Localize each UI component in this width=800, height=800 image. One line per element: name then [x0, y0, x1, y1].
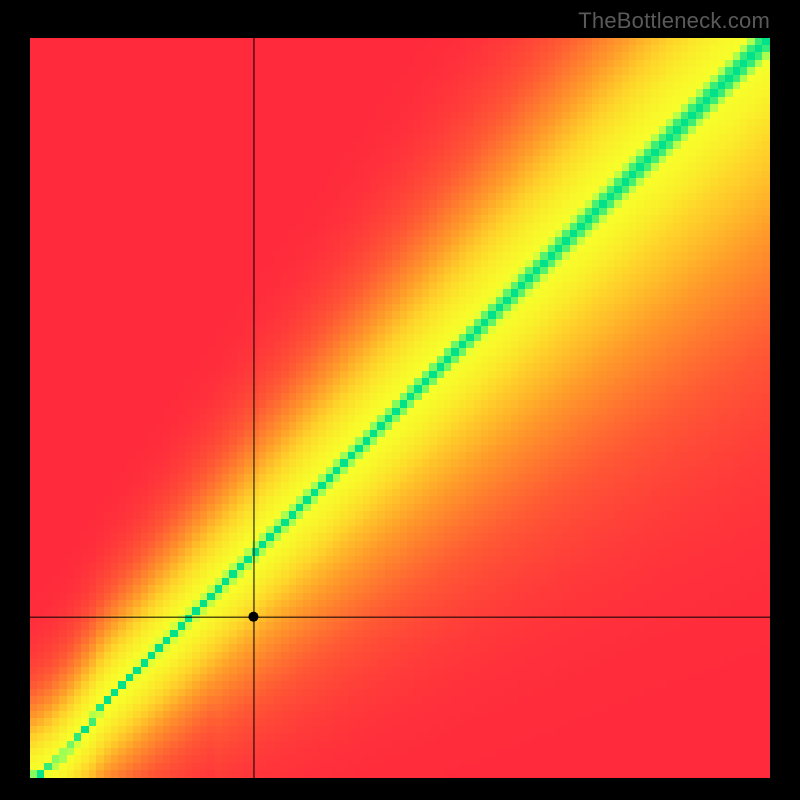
heatmap-plot	[30, 38, 770, 778]
watermark-text: TheBottleneck.com	[578, 8, 770, 34]
heatmap-canvas	[30, 38, 770, 778]
root: TheBottleneck.com	[0, 0, 800, 800]
